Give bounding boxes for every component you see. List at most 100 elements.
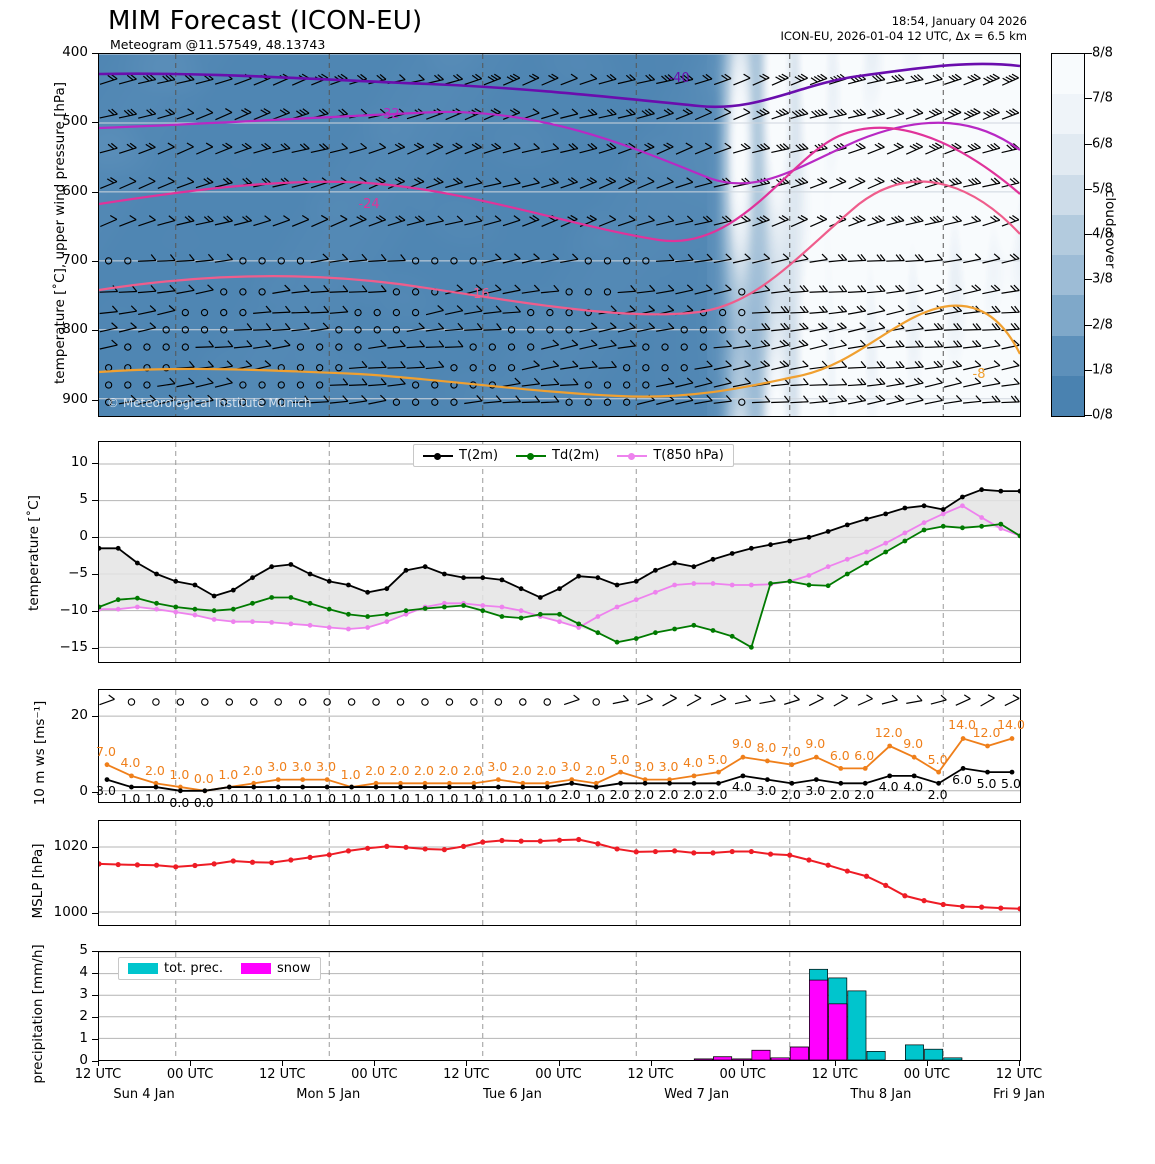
mslp-ytick: 1000 xyxy=(53,903,88,920)
gust-value: 2.0 xyxy=(365,763,385,778)
x-hour-label: 00 UTC xyxy=(535,1067,582,1082)
td2m-line-swatch xyxy=(516,453,547,460)
wind-mean-value: 1.0 xyxy=(242,790,263,806)
colorbar-tick xyxy=(1085,324,1092,326)
svg-text:-24: -24 xyxy=(358,197,379,212)
tot-prec-swatch xyxy=(128,963,158,974)
gust-value: 3.0 xyxy=(487,759,508,775)
svg-text:-32: -32 xyxy=(378,107,399,122)
gust-value: 14.0 xyxy=(948,717,976,733)
xtick-mark xyxy=(742,1061,744,1066)
x-day-label: Thu 8 Jan xyxy=(850,1087,912,1102)
wind-mean-value: 4.0 xyxy=(731,779,752,795)
wind-mean-value: 2.0 xyxy=(927,787,948,802)
legend-label-tot-prec: tot. prec. xyxy=(164,961,224,976)
wind-mean-value: 5.0 xyxy=(1001,775,1021,791)
x-hour-label: 12 UTC xyxy=(627,1067,674,1082)
precip-ytick: 1 xyxy=(79,1030,88,1046)
wind-ytick-mark xyxy=(92,715,98,717)
colorbar-label: 4/8 xyxy=(1092,226,1113,242)
wind-mean-value: 2.0 xyxy=(829,787,850,802)
wind-mean-value: 6.0 xyxy=(952,771,973,787)
x-day-label: Sun 4 Jan xyxy=(113,1087,175,1102)
legend-label-td2m: Td(2m) xyxy=(552,448,600,463)
gust-value: 9.0 xyxy=(903,736,924,752)
cloud-ytick-mark xyxy=(92,399,98,401)
colorbar-label: 0/8 xyxy=(1092,407,1113,423)
page-title: MIM Forecast (ICON-EU) xyxy=(108,6,423,36)
wind-mean-value: 1.0 xyxy=(536,790,557,806)
wind-ytick-mark xyxy=(92,791,98,793)
wind-mean-value: 1.0 xyxy=(487,790,508,806)
gust-value: 3.0 xyxy=(658,759,679,775)
xtick-mark xyxy=(98,1061,99,1066)
colorbar-label: 2/8 xyxy=(1092,317,1113,332)
colorbar-segment xyxy=(1052,174,1084,215)
xtick-mark xyxy=(834,1061,836,1066)
legend-item-tot-prec: tot. prec. xyxy=(128,961,223,976)
gust-value: 1.0 xyxy=(218,766,239,782)
colorbar-label: 1/8 xyxy=(1092,362,1113,378)
colorbar-tick xyxy=(1085,98,1092,100)
temp-ytick: −5 xyxy=(68,565,88,582)
legend-label-t850: T(850 hPa) xyxy=(653,448,724,463)
run-time: 18:54, January 04 2026 xyxy=(891,14,1027,28)
mslp-panel xyxy=(98,820,1021,926)
colorbar-segment xyxy=(1052,255,1084,296)
xtick-mark xyxy=(282,1061,284,1066)
gust-value: 0.0 xyxy=(193,770,214,786)
mslp-chart xyxy=(99,821,1020,925)
precip-ytick: 4 xyxy=(79,964,88,980)
x-hour-label: 12 UTC xyxy=(995,1067,1043,1082)
t850-line-swatch xyxy=(617,453,648,460)
precip-ytick: 3 xyxy=(79,986,88,1002)
precipitation-chart xyxy=(99,952,1020,1060)
gust-value: 2.0 xyxy=(585,763,606,778)
cloud-overlay: -40 -32 -24 -16 -8 xyxy=(99,54,1020,416)
temp-ytick-mark xyxy=(92,648,98,650)
colorbar-segment xyxy=(1052,295,1084,336)
wind-speed-panel xyxy=(98,689,1021,803)
gust-value: 2.0 xyxy=(438,763,459,778)
colorbar-label: 3/8 xyxy=(1092,271,1113,287)
gust-value: 4.0 xyxy=(683,755,703,771)
gust-value: 5.0 xyxy=(609,751,630,767)
precip-ytick-mark xyxy=(92,1061,98,1062)
gust-value: 2.0 xyxy=(242,763,263,778)
xtick-mark xyxy=(650,1061,652,1066)
mslp-ytick-mark xyxy=(92,846,98,848)
xtick-mark xyxy=(374,1061,376,1066)
temp-ytick: 5 xyxy=(79,491,88,508)
colorbar-segment xyxy=(1052,335,1084,376)
precip-ytick-mark xyxy=(92,951,98,952)
gust-value: 3.0 xyxy=(291,759,312,775)
xtick-mark xyxy=(1019,1061,1020,1066)
wind-mean-value: 2.0 xyxy=(609,787,630,802)
gust-value: 8.0 xyxy=(756,740,777,756)
precipitation-legend: tot. prec. snow xyxy=(118,957,321,980)
temp-ytick: −10 xyxy=(59,602,89,619)
xtick-mark xyxy=(926,1061,928,1066)
gust-value: 2.0 xyxy=(389,763,410,778)
wind-mean-value: 5.0 xyxy=(976,775,997,791)
cloud-ytick-mark xyxy=(92,261,98,262)
colorbar-tick xyxy=(1085,369,1092,371)
gust-value: 7.0 xyxy=(780,744,801,759)
colorbar-label: 7/8 xyxy=(1092,90,1113,106)
cloud-ytick-mark xyxy=(92,330,98,332)
temperature-chart xyxy=(99,442,1020,662)
temperature-legend: T(2m) Td(2m) T(850 hPa) xyxy=(413,444,734,467)
xtick-mark xyxy=(558,1061,560,1066)
precip-ytick-mark xyxy=(92,973,98,974)
gust-value: 4.0 xyxy=(120,755,141,771)
colorbar-label: 6/8 xyxy=(1092,136,1113,151)
gust-value: 5.0 xyxy=(927,751,948,767)
legend-label-snow: snow xyxy=(277,961,311,976)
colorbar-label: 8/8 xyxy=(1092,45,1113,61)
precip-ytick-mark xyxy=(92,1039,98,1040)
header-meta: 18:54, January 04 2026 ICON-EU, 2026-01-… xyxy=(780,14,1027,44)
colorbar-tick xyxy=(1085,53,1092,54)
wind-mean-value: 1.0 xyxy=(267,790,288,806)
cloud-panel-ylabel: temperature [˚C], upper wind pressure [h… xyxy=(52,82,68,384)
cloud-ytick-mark xyxy=(92,191,98,193)
